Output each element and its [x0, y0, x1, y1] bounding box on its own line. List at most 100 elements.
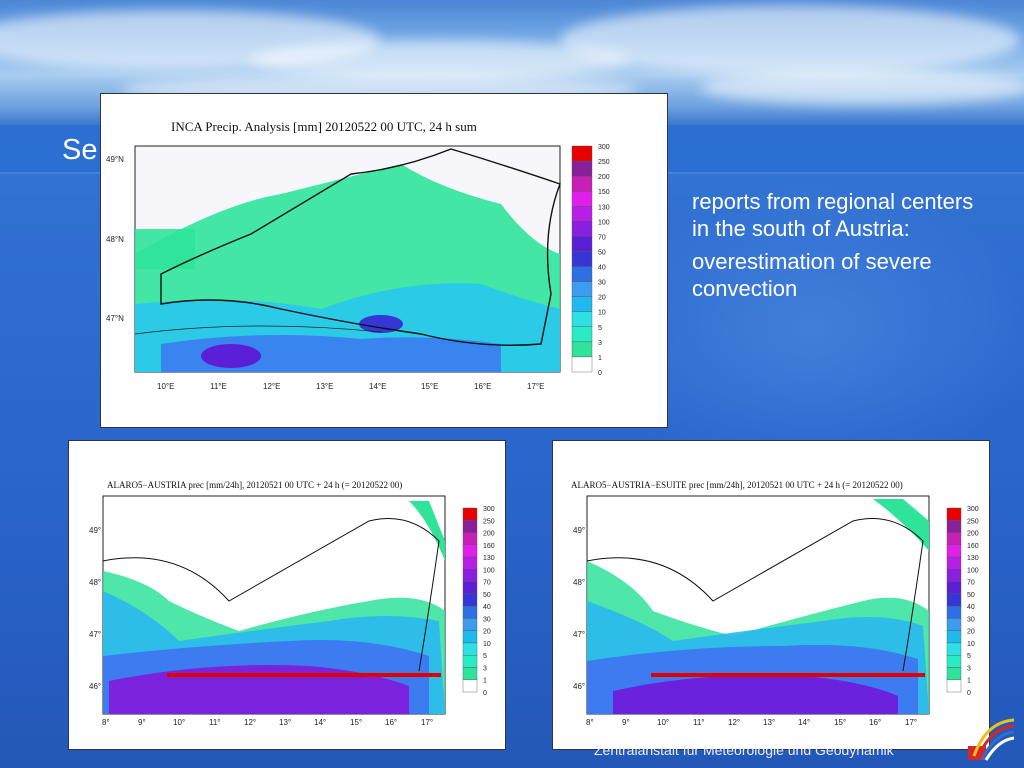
lon-label: 12°E [263, 382, 280, 391]
legend-label: 0 [598, 370, 602, 377]
lon-label: 15° [834, 718, 846, 727]
legend-swatch [462, 679, 478, 693]
legend-label: 10 [483, 641, 491, 648]
lon-label: 10°E [157, 382, 174, 391]
legend-swatch [462, 618, 478, 631]
lon-label: 11° [209, 718, 221, 727]
legend-swatch [571, 160, 593, 177]
legend-label: 200 [483, 531, 495, 538]
precip-field-northwest [135, 229, 195, 269]
lon-label: 9° [622, 718, 630, 727]
legend-swatch [571, 190, 593, 207]
legend-swatch [462, 556, 478, 570]
austria-border [586, 518, 924, 672]
lon-label: 17° [421, 718, 433, 727]
legend-swatch [571, 251, 593, 267]
legend-swatch [571, 356, 593, 373]
legend-label: 1 [598, 355, 602, 362]
legend-label: 130 [483, 555, 495, 562]
alaro-map-title: ALARO5−AUSTRIA prec [mm/24h], 20120521 0… [107, 480, 402, 490]
legend-label: 300 [483, 506, 495, 513]
legend-swatch [571, 236, 593, 252]
lon-label: 15° [350, 718, 362, 727]
legend-label: 20 [483, 629, 491, 636]
legend-swatch [462, 630, 478, 644]
legend-label: 100 [598, 219, 610, 226]
legend-swatch [946, 667, 962, 680]
legend-swatch [462, 667, 478, 680]
lat-label: 49° [89, 526, 101, 535]
legend-swatch [571, 296, 593, 312]
legend-label: 50 [598, 249, 606, 256]
austria-border [102, 518, 440, 672]
alaro-lat-labels: 49° 48° 47° 46° [89, 526, 101, 691]
bullet-item: overestimation of severe convection [692, 249, 932, 301]
legend-swatch [462, 593, 478, 607]
legend-label: 300 [598, 144, 610, 151]
lon-label: 12° [728, 718, 740, 727]
lat-label: 49°N [106, 155, 124, 164]
legend-label: 200 [598, 174, 610, 181]
legend-label: 3 [483, 665, 487, 672]
lon-label: 17° [905, 718, 917, 727]
inca-lat-labels: 49°N 48°N 47°N [106, 155, 124, 323]
inca-map-title: INCA Precip. Analysis [mm] 20120522 00 U… [171, 119, 477, 134]
esuite-map-title: ALARO5−AUSTRIA−ESUITE prec [mm/24h], 201… [571, 480, 903, 490]
legend-label: 20 [967, 629, 975, 636]
legend-swatch [946, 593, 962, 607]
legend-label: 3 [598, 340, 602, 347]
legend-swatch [946, 556, 962, 570]
legend-label: 5 [598, 325, 602, 332]
precip-field-northeast [873, 499, 929, 551]
lat-label: 48° [573, 578, 585, 587]
bullet-list: reports from regional centers in the sou… [692, 188, 992, 308]
zamg-logo-icon [968, 718, 1015, 761]
legend-label: 5 [483, 653, 487, 660]
esuite-lon-labels: 8° 9° 10° 11° 12° 13° 14° 15° 16° 17° [586, 718, 917, 727]
precip-core-center [359, 315, 403, 333]
legend-label: 70 [483, 580, 491, 587]
legend-label: 100 [483, 567, 495, 574]
legend-label: 100 [967, 567, 979, 574]
lat-label: 46° [89, 682, 101, 691]
legend-swatch [571, 341, 593, 358]
legend-swatch [571, 326, 593, 343]
lon-label: 12° [244, 718, 256, 727]
legend-label: 200 [967, 531, 979, 538]
esuite-map-panel: ALARO5−AUSTRIA−ESUITE prec [mm/24h], 201… [552, 440, 990, 750]
legend-label: 160 [967, 543, 979, 550]
legend-label: 30 [483, 616, 491, 623]
legend-swatch [462, 581, 478, 595]
legend-label: 1 [483, 678, 487, 685]
legend-label: 30 [598, 280, 606, 287]
lon-label: 16° [869, 718, 881, 727]
lat-label: 48° [89, 578, 101, 587]
legend-swatch [571, 175, 593, 192]
lat-label: 47° [573, 630, 585, 639]
legend-swatch [946, 569, 962, 582]
legend-label: 150 [598, 189, 610, 196]
legend-swatch [946, 532, 962, 545]
lon-label: 8° [586, 718, 594, 727]
legend-label: 0 [483, 690, 487, 697]
legend-swatch [946, 630, 962, 644]
legend-swatch [571, 221, 593, 237]
bullet-item: reports from regional centers in the sou… [692, 189, 974, 241]
legend-label: 40 [483, 604, 491, 611]
lat-label: 48°N [106, 235, 124, 244]
legend-swatch [571, 281, 593, 297]
legend-label: 250 [483, 518, 495, 525]
legend-swatch [946, 581, 962, 595]
legend-label: 50 [483, 592, 491, 599]
legend-label: 1 [967, 678, 971, 685]
legend-swatch [946, 618, 962, 631]
alaro-lon-labels: 8° 9° 10° 11° 12° 13° 14° 15° 16° 17° [102, 718, 433, 727]
legend-label: 70 [967, 580, 975, 587]
legend-swatch [946, 679, 962, 693]
footer-institution: Zentralanstalt für Meteorologie und Geod… [594, 742, 894, 758]
legend-swatch [462, 507, 478, 521]
legend-swatch [571, 145, 593, 162]
